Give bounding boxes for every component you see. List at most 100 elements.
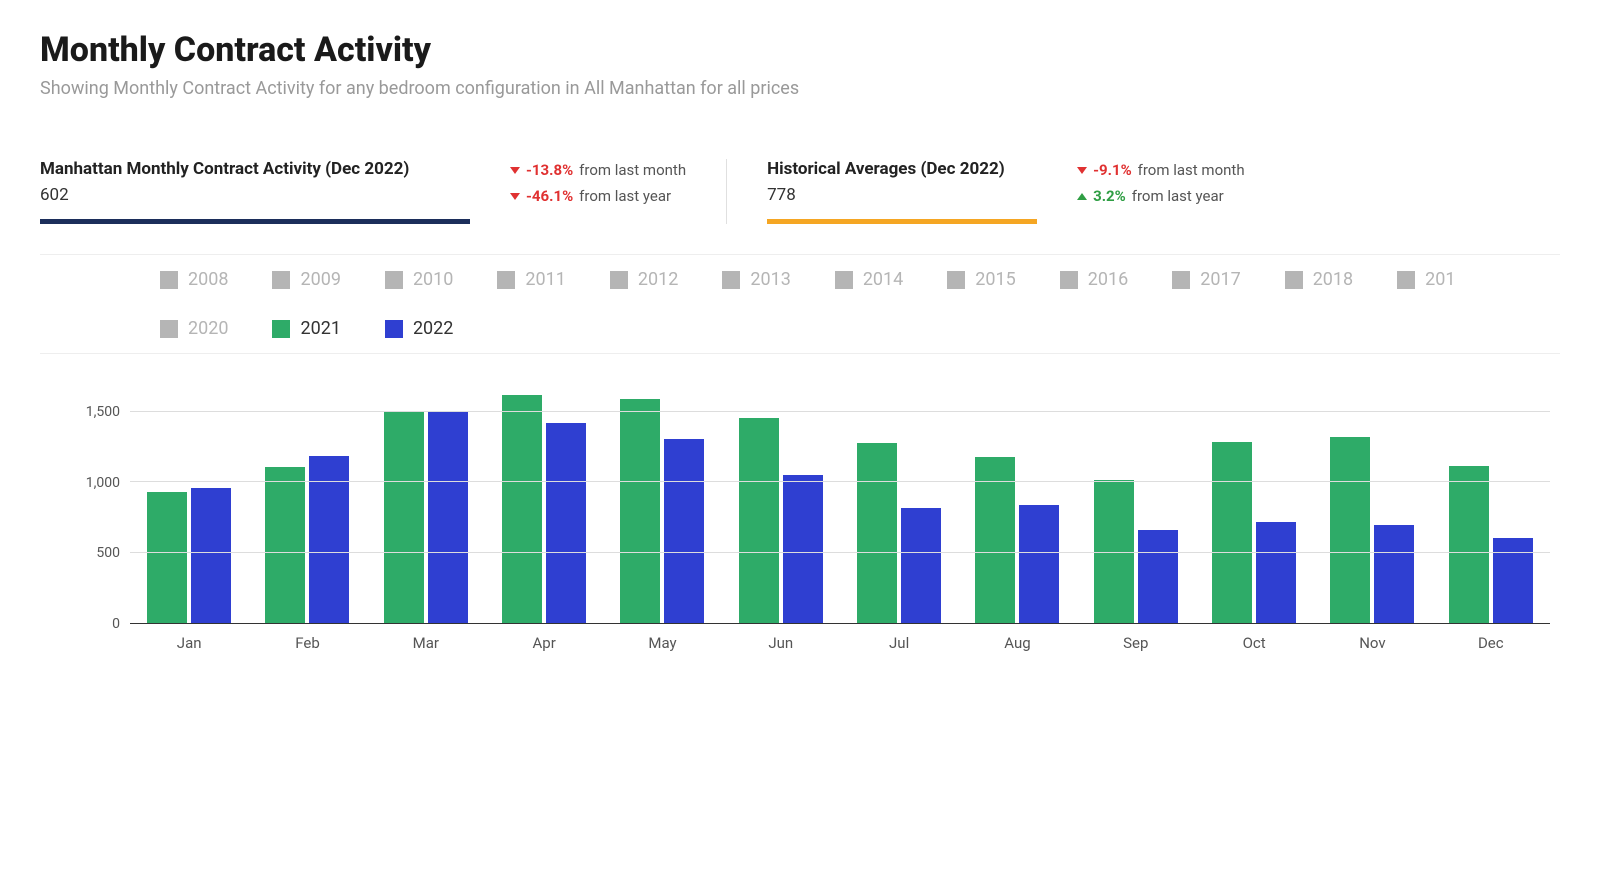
stat-current-deltas: -13.8% from last month -46.1% from last …: [510, 159, 686, 205]
legend-item-2009[interactable]: 2009: [272, 269, 340, 290]
bar-group-apr: [485, 384, 603, 623]
delta-year-line: 3.2% from last year: [1077, 187, 1244, 205]
bar-group-jun: [722, 384, 840, 623]
bar-2021-jul[interactable]: [857, 443, 897, 623]
legend-swatch-icon: [272, 271, 290, 289]
delta-month-line: -9.1% from last month: [1077, 161, 1244, 179]
chart-legend: 2008 2009 2010 2011 2012 2013 2014 2015 2016 2017…: [160, 269, 1480, 339]
legend-swatch-icon: [385, 320, 403, 338]
legend-item-2013[interactable]: 2013: [722, 269, 790, 290]
y-tick-label: 1,000: [70, 475, 120, 491]
legend-item-2022[interactable]: 2022: [385, 318, 453, 339]
stat-current-value: 602: [40, 185, 470, 205]
bar-group-sep: [1077, 384, 1195, 623]
bar-2021-may[interactable]: [620, 399, 660, 623]
bar-2021-jan[interactable]: [147, 492, 187, 623]
bar-2022-sep[interactable]: [1138, 530, 1178, 623]
legend-label: 2020: [188, 318, 228, 339]
legend-item-2017[interactable]: 2017: [1172, 269, 1240, 290]
bar-2022-jun[interactable]: [783, 475, 823, 623]
stat-historical-deltas: -9.1% from last month 3.2% from last yea…: [1077, 159, 1244, 205]
x-tick-label: Mar: [367, 628, 485, 654]
bar-2022-jul[interactable]: [901, 508, 941, 623]
x-tick-label: Jan: [130, 628, 248, 654]
bar-chart: 0 500 1,000 1,500 JanFebMarAprMayJunJulAugS…: [70, 384, 1550, 654]
delta-month-line: -13.8% from last month: [510, 161, 686, 179]
legend-swatch-icon: [1285, 271, 1303, 289]
legend-swatch-icon: [1172, 271, 1190, 289]
x-axis-labels: JanFebMarAprMayJunJulAugSepOctNovDec: [130, 628, 1550, 654]
legend-swatch-icon: [385, 271, 403, 289]
legend-item-2016[interactable]: 2016: [1060, 269, 1128, 290]
legend-swatch-icon: [722, 271, 740, 289]
legend-swatch-icon: [947, 271, 965, 289]
stat-historical-underline: [767, 219, 1037, 224]
bar-group-may: [603, 384, 721, 623]
x-tick-label: Aug: [958, 628, 1076, 654]
bar-2022-jan[interactable]: [191, 488, 231, 623]
legend-label: 2022: [413, 318, 453, 339]
y-tick-label: 0: [70, 616, 120, 632]
bar-2022-oct[interactable]: [1256, 522, 1296, 623]
bar-2021-oct[interactable]: [1212, 442, 1252, 623]
plot-area: [130, 384, 1550, 624]
delta-month-suffix: from last month: [1138, 161, 1245, 179]
legend-swatch-icon: [497, 271, 515, 289]
bar-group-dec: [1432, 384, 1550, 623]
legend-item-2011[interactable]: 2011: [497, 269, 565, 290]
legend-swatch-icon: [1060, 271, 1078, 289]
caret-down-icon: [1077, 167, 1087, 174]
x-tick-label: May: [603, 628, 721, 654]
caret-up-icon: [1077, 193, 1087, 200]
legend-swatch-icon: [835, 271, 853, 289]
delta-year-pct: 3.2%: [1093, 187, 1126, 205]
gridline: [130, 552, 1550, 553]
page-title: Monthly Contract Activity: [40, 30, 1560, 70]
x-tick-label: Sep: [1077, 628, 1195, 654]
x-tick-label: Dec: [1432, 628, 1550, 654]
legend-swatch-icon: [272, 320, 290, 338]
y-tick-label: 1,500: [70, 404, 120, 420]
legend-item-2012[interactable]: 2012: [610, 269, 678, 290]
bar-2021-feb[interactable]: [265, 467, 305, 623]
bar-group-jul: [840, 384, 958, 623]
x-tick-label: Jul: [840, 628, 958, 654]
legend-container: 2008 2009 2010 2011 2012 2013 2014 2015 2016 2017…: [40, 254, 1560, 354]
legend-label: 2021: [300, 318, 340, 339]
bar-2021-mar[interactable]: [384, 411, 424, 623]
bar-2022-mar[interactable]: [428, 411, 468, 623]
delta-year-pct: -46.1%: [526, 187, 573, 205]
x-tick-label: Jun: [722, 628, 840, 654]
legend-item-2010[interactable]: 2010: [385, 269, 453, 290]
bar-2022-nov[interactable]: [1374, 525, 1414, 623]
bar-groups: [130, 384, 1550, 623]
bar-group-oct: [1195, 384, 1313, 623]
legend-item-201[interactable]: 201: [1397, 269, 1455, 290]
legend-item-2015[interactable]: 2015: [947, 269, 1015, 290]
delta-month-pct: -13.8%: [526, 161, 573, 179]
legend-item-2018[interactable]: 2018: [1285, 269, 1353, 290]
bar-2022-aug[interactable]: [1019, 505, 1059, 623]
bar-2022-may[interactable]: [664, 439, 704, 623]
legend-item-2014[interactable]: 2014: [835, 269, 903, 290]
x-tick-label: Apr: [485, 628, 603, 654]
legend-item-2021[interactable]: 2021: [272, 318, 340, 339]
legend-label: 2016: [1088, 269, 1128, 290]
stat-historical-label: Historical Averages (Dec 2022): [767, 159, 1037, 179]
legend-label: 2008: [188, 269, 228, 290]
legend-item-2020[interactable]: 2020: [160, 318, 228, 339]
legend-label: 2013: [750, 269, 790, 290]
legend-label: 2010: [413, 269, 453, 290]
legend-label: 2009: [300, 269, 340, 290]
bar-2022-apr[interactable]: [546, 423, 586, 623]
stats-row: Manhattan Monthly Contract Activity (Dec…: [40, 159, 1560, 224]
bar-group-aug: [958, 384, 1076, 623]
bar-2021-jun[interactable]: [739, 418, 779, 623]
y-tick-label: 500: [70, 545, 120, 561]
legend-item-2008[interactable]: 2008: [160, 269, 228, 290]
bar-2021-apr[interactable]: [502, 395, 542, 623]
bar-group-mar: [367, 384, 485, 623]
bar-2021-nov[interactable]: [1330, 437, 1370, 623]
stat-historical-main: Historical Averages (Dec 2022) 778: [767, 159, 1037, 224]
bar-2021-dec[interactable]: [1449, 466, 1489, 623]
